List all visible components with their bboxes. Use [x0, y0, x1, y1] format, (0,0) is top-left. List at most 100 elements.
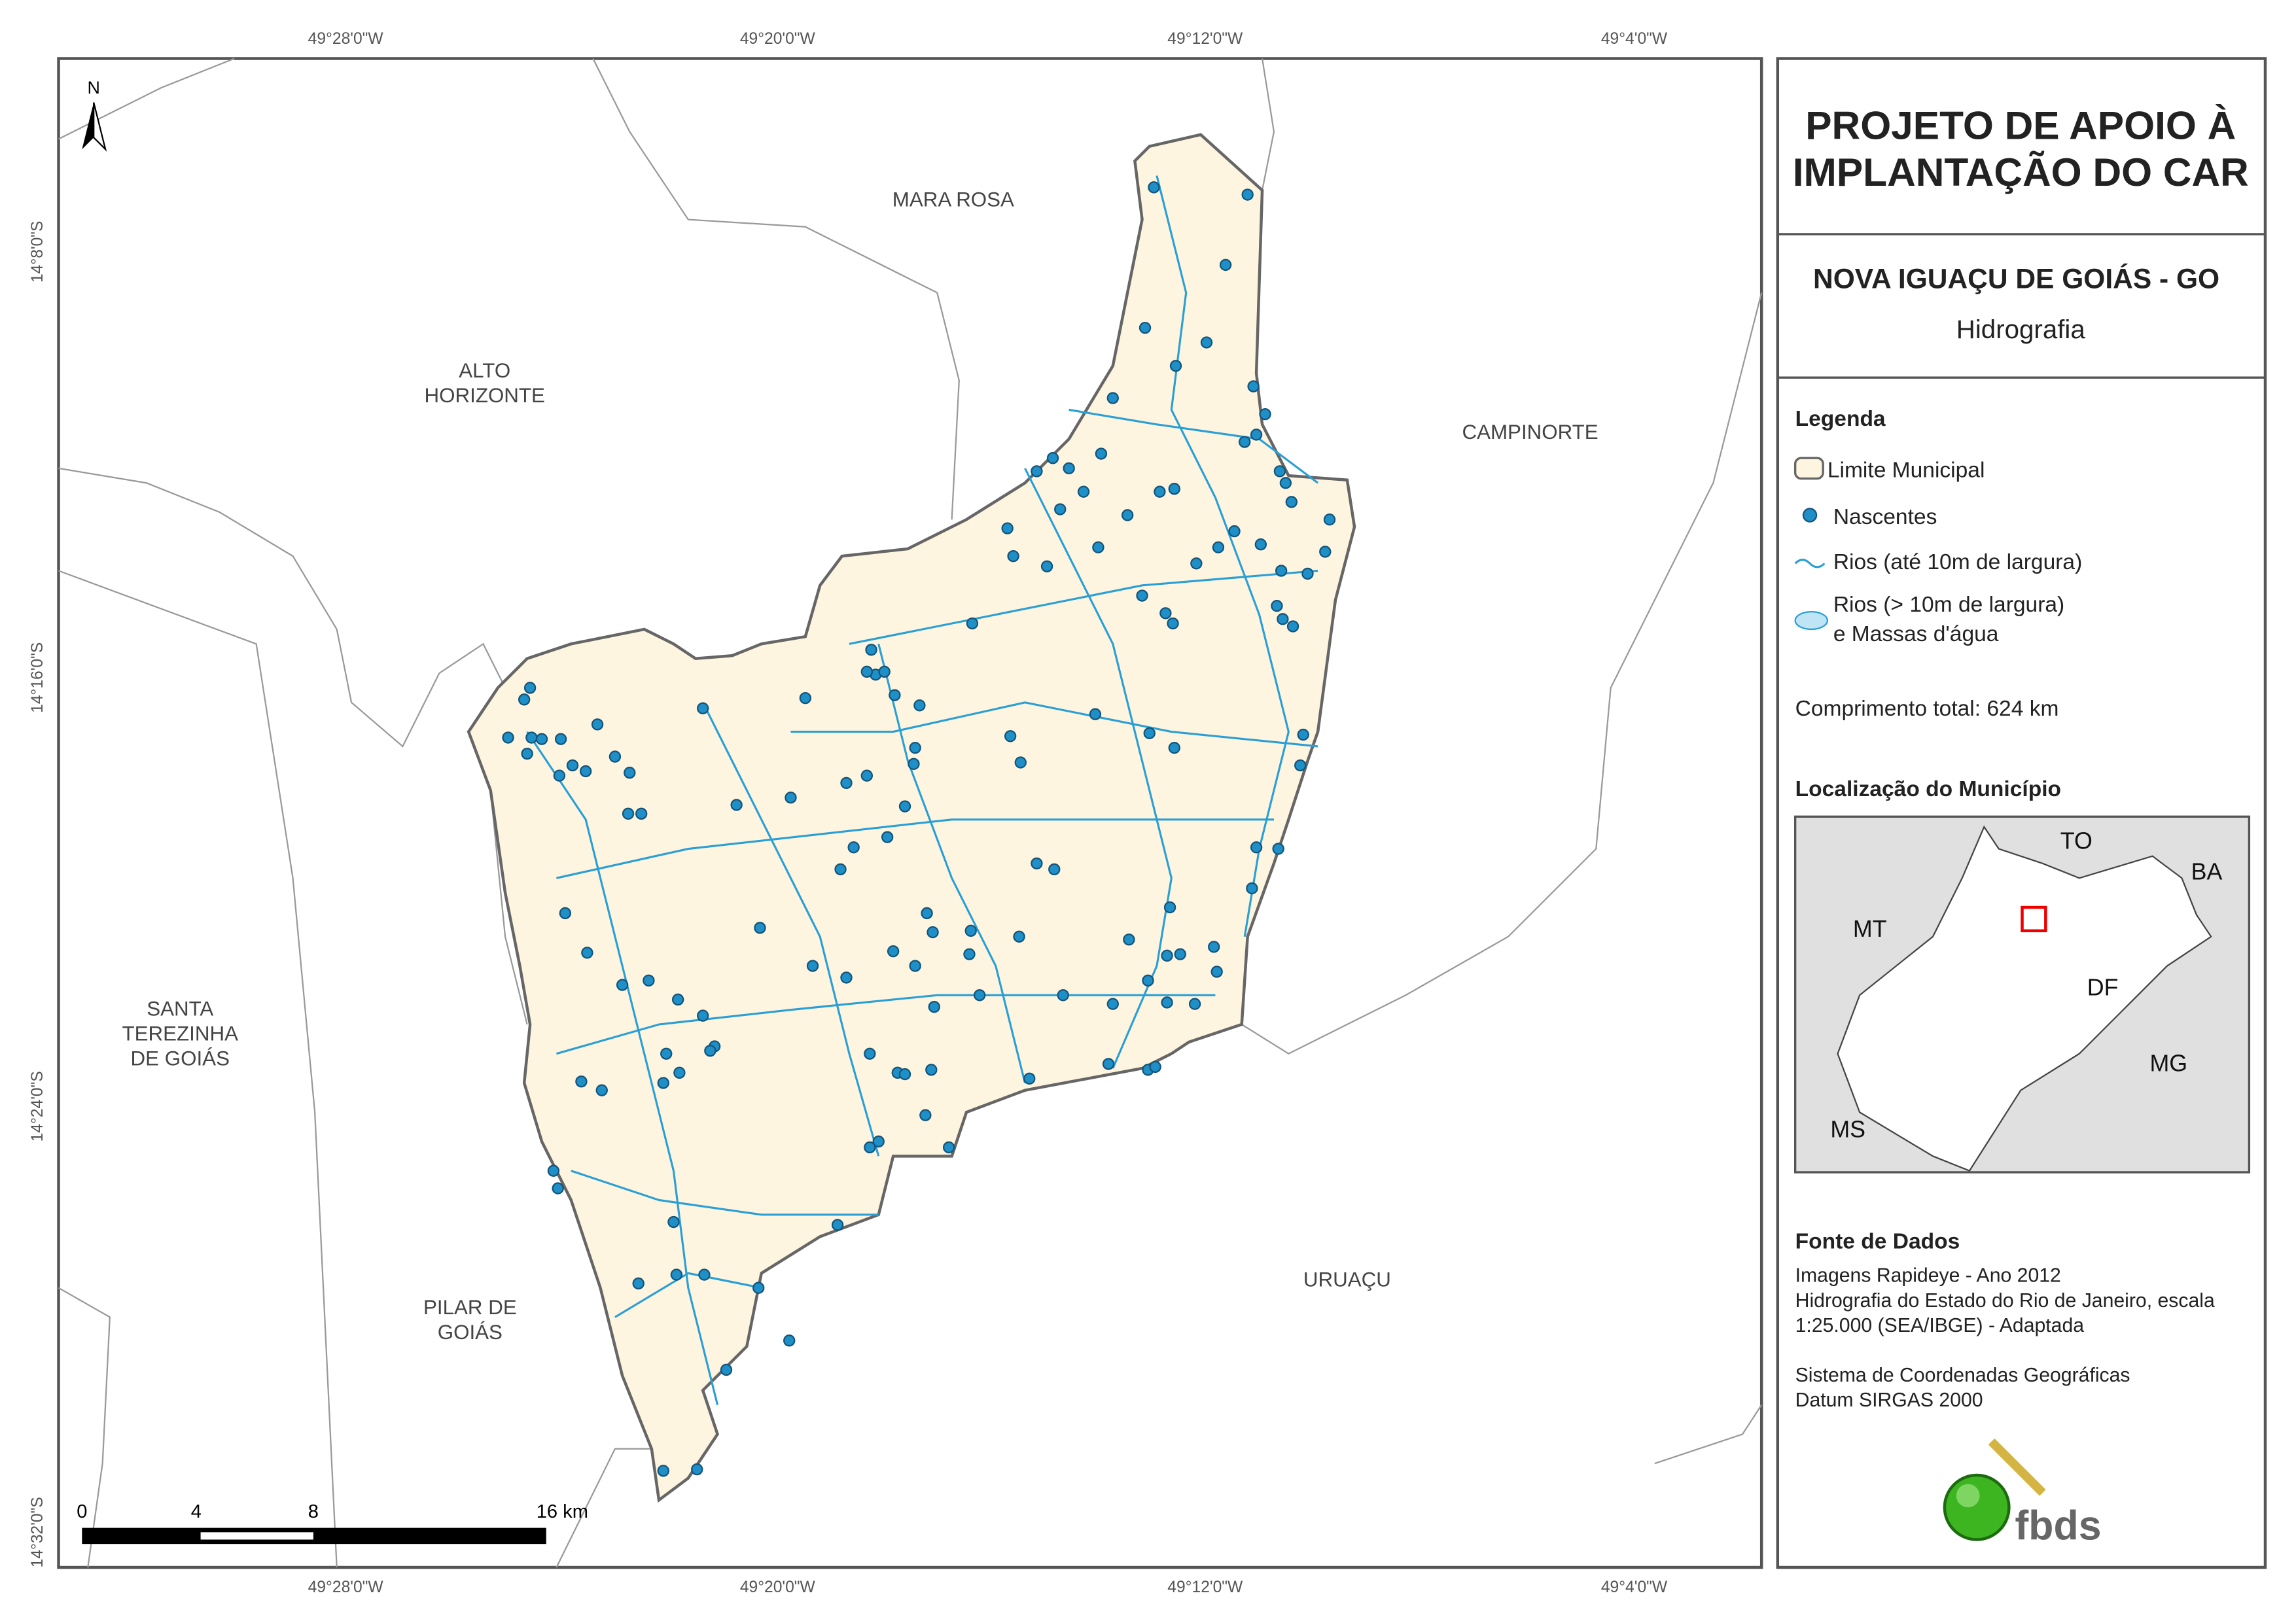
legend-swatch-boundary: [1793, 457, 1824, 480]
spring: [673, 1066, 686, 1079]
spring: [660, 1047, 673, 1060]
panel-title: IMPLANTAÇÃO DO CAR: [1793, 150, 2249, 194]
spring: [554, 733, 567, 745]
logo-circle: [1943, 1473, 2011, 1541]
spring: [909, 960, 921, 972]
spring: [553, 769, 566, 782]
spring: [963, 948, 976, 960]
spring: [1273, 465, 1286, 478]
spring: [1228, 525, 1241, 538]
spring: [860, 665, 874, 678]
spring: [913, 699, 926, 712]
boundary: [1241, 292, 1763, 1055]
spring: [1275, 565, 1288, 577]
spring: [1190, 557, 1203, 570]
spring: [1148, 181, 1160, 194]
rivers: [526, 175, 1319, 1406]
spring: [1023, 1072, 1036, 1085]
neighbor-label: DE GOIÁS: [131, 1047, 230, 1070]
spring: [860, 769, 874, 782]
panel-frame: [1776, 57, 2267, 1569]
spring: [1247, 380, 1260, 393]
spring: [671, 993, 684, 1006]
longitude-label: 49°4'0"W: [1601, 1579, 1668, 1596]
spring: [1143, 727, 1156, 739]
scale-label: 0: [77, 1501, 87, 1522]
spring: [799, 691, 812, 705]
spring: [1136, 589, 1148, 602]
spring: [840, 777, 853, 790]
spring: [1161, 949, 1173, 962]
spring: [1077, 485, 1090, 498]
boundary: [1261, 58, 1275, 191]
river: [1156, 175, 1290, 937]
legend-label: Limite Municipal: [1828, 458, 1985, 482]
neighbor-label: URUAÇU: [1303, 1268, 1391, 1291]
spring: [697, 1009, 709, 1022]
logo-bar: [1988, 1438, 2046, 1496]
spring: [670, 1268, 683, 1281]
spring: [1167, 617, 1179, 630]
spring: [632, 1277, 645, 1290]
spring: [1089, 708, 1102, 720]
spring: [591, 718, 604, 731]
spring: [730, 799, 743, 811]
spring: [1048, 863, 1061, 876]
north-arrow-right: [93, 102, 107, 152]
river: [790, 701, 1318, 748]
logo-text: fbds: [2015, 1503, 2101, 1548]
scale-bar-bg: [82, 1527, 546, 1544]
sources-line: Hidrografia do Estado do Rio de Janeiro,…: [1795, 1290, 2215, 1312]
spring: [581, 947, 593, 959]
spring: [1168, 483, 1180, 495]
north-label: N: [88, 78, 100, 97]
spring: [1163, 901, 1176, 914]
spring: [1259, 408, 1271, 421]
spring: [1250, 428, 1263, 441]
legend-swatch-water: [1794, 611, 1828, 631]
neighbor-label: HORIZONTE: [425, 384, 545, 407]
sources-line: Sistema de Coordenadas Geográficas: [1795, 1365, 2130, 1386]
boundary: [58, 1287, 111, 1568]
state-label: BA: [2191, 859, 2223, 885]
theme: Hidrografia: [1956, 315, 2086, 344]
springs: [502, 181, 1336, 1477]
spring: [523, 682, 537, 694]
spring: [908, 758, 920, 770]
spring: [525, 731, 538, 744]
spring: [1301, 567, 1314, 580]
spring: [783, 1335, 796, 1347]
legend-label: e Massas d'água: [1833, 622, 1999, 646]
spring: [872, 1135, 885, 1148]
spring: [1174, 948, 1186, 960]
spring: [806, 960, 819, 972]
neighbor-label: ALTO: [459, 359, 510, 382]
spring: [889, 689, 901, 701]
spring: [635, 807, 648, 820]
spring: [720, 1363, 733, 1376]
spring: [1246, 882, 1258, 895]
spring: [1286, 620, 1299, 633]
spring: [1168, 742, 1180, 754]
longitude-label: 49°20'0"W: [740, 1579, 816, 1596]
spring: [1279, 477, 1292, 489]
river: [849, 569, 1318, 645]
spring: [1063, 462, 1075, 475]
latitude-label: 14°16'0"S: [29, 642, 46, 713]
longitude-label: 49°12'0"W: [1167, 30, 1243, 48]
spring: [1139, 321, 1152, 334]
location-title: Localização do Município: [1795, 777, 2061, 801]
spring: [1200, 336, 1213, 349]
spring: [919, 1109, 932, 1121]
spring: [622, 807, 635, 820]
river: [1069, 408, 1319, 484]
spring: [1054, 503, 1067, 515]
river: [571, 1170, 879, 1216]
spring: [1210, 966, 1223, 978]
longitude-label: 49°28'0"W: [308, 30, 384, 48]
spring: [834, 863, 847, 876]
spring: [1319, 546, 1332, 558]
legend-swatch-river: [1794, 559, 1826, 568]
spring: [1294, 759, 1307, 772]
boundary: [489, 790, 528, 1025]
